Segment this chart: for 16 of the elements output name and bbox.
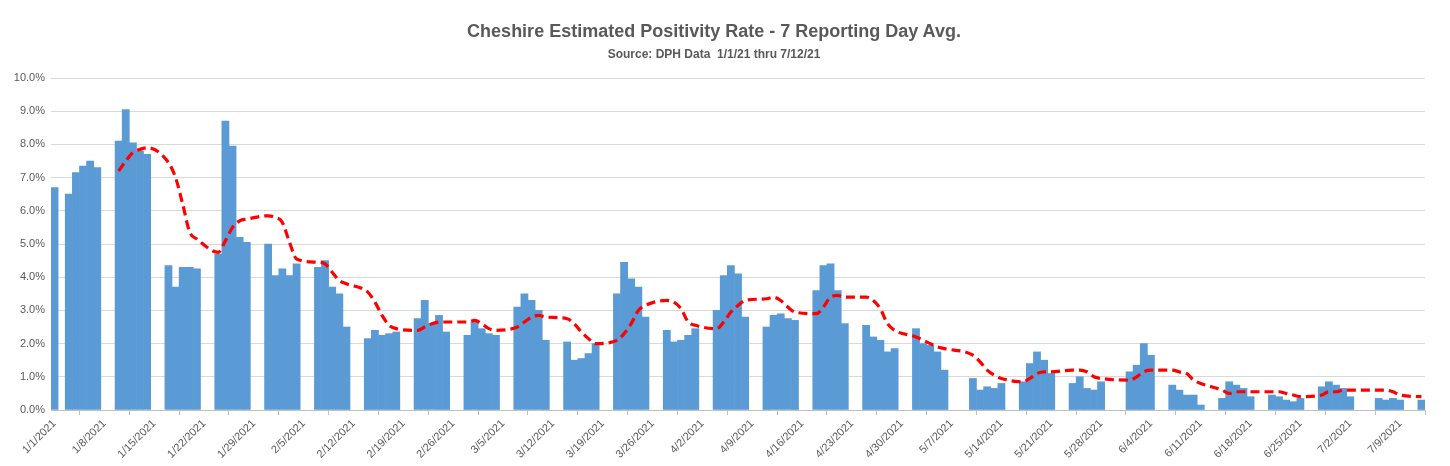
y-tick-label: 1.0% <box>19 369 46 382</box>
y-tick-label: 5.0% <box>19 237 46 250</box>
y-tick-label: 3.0% <box>19 303 46 316</box>
bar <box>51 187 59 410</box>
y-tick-label: 10.0% <box>13 71 46 84</box>
chart-subtitle: Source: DPH Data 1/1/21 thru 7/12/21 <box>607 47 821 62</box>
y-tick-label: 7.0% <box>19 170 46 183</box>
chart-title: Cheshire Estimated Positivity Rate - 7 Reporting Day Avg. <box>467 20 961 41</box>
y-tick-label: 4.0% <box>19 270 46 283</box>
y-tick-label: 2.0% <box>19 336 46 349</box>
y-tick-label: 0.0% <box>19 403 46 416</box>
y-tick-label: 9.0% <box>19 104 46 117</box>
y-tick-label: 8.0% <box>19 137 46 150</box>
bar <box>1417 399 1425 410</box>
line-series <box>117 146 1424 399</box>
y-tick-label: 6.0% <box>19 203 46 216</box>
